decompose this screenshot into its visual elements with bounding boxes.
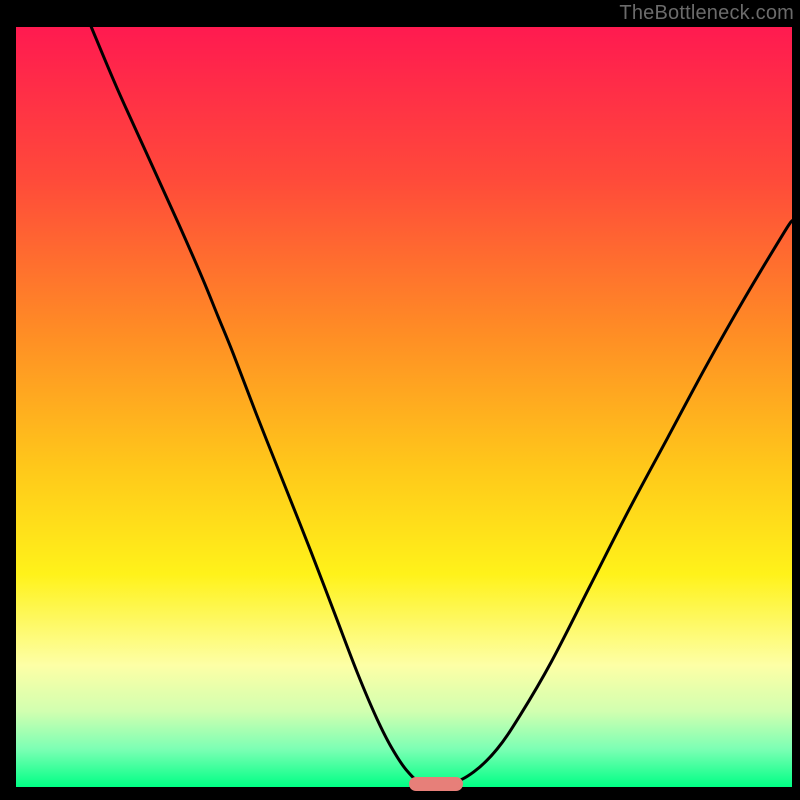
- bottleneck-curve: [16, 27, 792, 787]
- chart-container: TheBottleneck.com: [0, 0, 800, 800]
- watermark-text: TheBottleneck.com: [619, 2, 794, 25]
- optimum-marker: [409, 777, 463, 791]
- plot-area: [16, 27, 792, 787]
